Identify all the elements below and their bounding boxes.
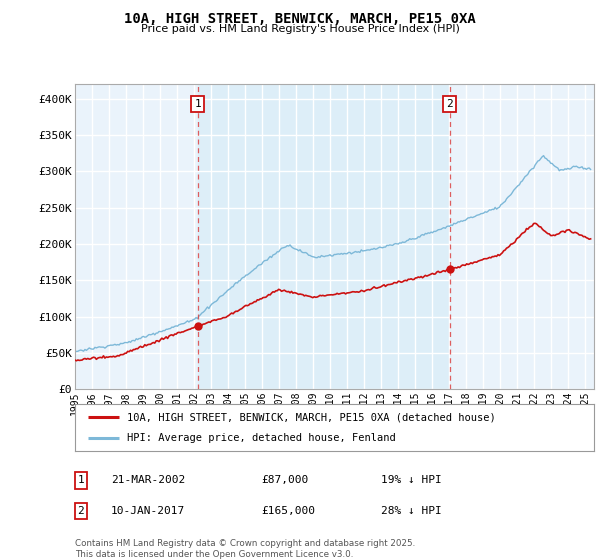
Text: 1: 1 [77, 475, 85, 486]
Text: Price paid vs. HM Land Registry's House Price Index (HPI): Price paid vs. HM Land Registry's House … [140, 24, 460, 34]
Text: 10-JAN-2017: 10-JAN-2017 [111, 506, 185, 516]
Text: £165,000: £165,000 [261, 506, 315, 516]
Text: 10A, HIGH STREET, BENWICK, MARCH, PE15 0XA: 10A, HIGH STREET, BENWICK, MARCH, PE15 0… [124, 12, 476, 26]
Bar [198, 84, 450, 389]
Text: HPI: Average price, detached house, Fenland: HPI: Average price, detached house, Fenl… [127, 433, 395, 443]
Text: 10A, HIGH STREET, BENWICK, MARCH, PE15 0XA (detached house): 10A, HIGH STREET, BENWICK, MARCH, PE15 0… [127, 412, 496, 422]
Text: 19% ↓ HPI: 19% ↓ HPI [381, 475, 442, 486]
Text: 28% ↓ HPI: 28% ↓ HPI [381, 506, 442, 516]
Text: Contains HM Land Registry data © Crown copyright and database right 2025.
This d: Contains HM Land Registry data © Crown c… [75, 539, 415, 559]
Text: 21-MAR-2002: 21-MAR-2002 [111, 475, 185, 486]
Text: 1: 1 [194, 99, 201, 109]
Text: 2: 2 [77, 506, 85, 516]
Text: 2: 2 [446, 99, 453, 109]
Text: £87,000: £87,000 [261, 475, 308, 486]
